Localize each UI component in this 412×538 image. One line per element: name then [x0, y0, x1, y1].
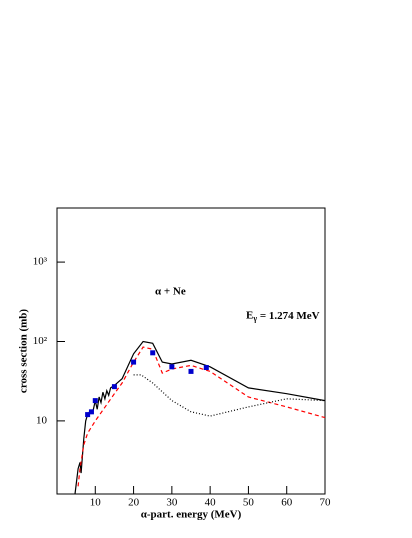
annotation: Eγ = 1.274 MeV — [246, 310, 320, 323]
data-point — [150, 350, 156, 356]
series-line — [133, 374, 326, 417]
x-tick-label: 30 — [166, 497, 178, 509]
x-tick-label: 70 — [320, 497, 332, 509]
data-point — [188, 368, 194, 374]
x-tick-label: 60 — [281, 497, 293, 509]
data-point — [85, 412, 91, 418]
data-point — [169, 364, 175, 370]
series-line — [77, 346, 326, 487]
y-tick-label: 10³ — [33, 256, 48, 268]
annotation: α + Ne — [155, 286, 186, 298]
x-tick-label: 20 — [128, 497, 140, 509]
series-line — [74, 340, 326, 495]
x-tick-label: 10 — [90, 497, 102, 509]
data-point — [88, 409, 94, 415]
y-axis-label: cross section (mb) — [18, 309, 30, 393]
data-point — [131, 359, 137, 365]
data-point — [203, 365, 209, 371]
x-axis-label: α-part. energy (MeV) — [141, 509, 242, 521]
y-tick-label: 10 — [36, 414, 48, 426]
data-point — [111, 384, 117, 390]
x-tick-label: 40 — [205, 497, 217, 509]
data-point — [92, 398, 98, 404]
x-tick-label: 50 — [243, 497, 255, 509]
plot-frame — [56, 207, 326, 495]
y-tick-label: 10² — [33, 335, 48, 347]
